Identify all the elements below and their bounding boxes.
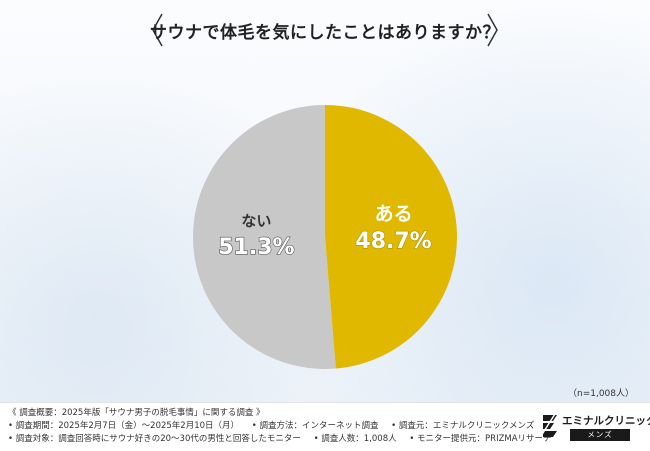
brand-sub: メンズ: [570, 429, 630, 441]
survey-count: • 調査人数：1,008人: [313, 434, 397, 444]
sample-size-label: （n=1,008人）: [567, 389, 634, 399]
survey-notes-line3: • 調査対象：調査回答時にサウナ好きの20～30代の男性と回答したモニター • …: [8, 433, 562, 446]
slice-value-yes: 48.7%: [355, 229, 431, 254]
pie-slice-yes: [325, 105, 458, 369]
survey-provider: • モニター提供元：PRIZMAリサーチ: [409, 434, 552, 444]
footer: 《 調査概要：2025年版「サウナ男子の脱毛事情」に関する調査 》 • 調査期間…: [0, 402, 650, 451]
survey-notes: 《 調査概要：2025年版「サウナ男子の脱毛事情」に関する調査 》 • 調査期間…: [8, 407, 562, 446]
slice-label-no: ない: [241, 212, 271, 230]
brand-logo: エミナルクリニック メンズ: [540, 411, 650, 445]
pie-slice-no: [193, 104, 336, 369]
brand-mark-icon: [540, 413, 557, 437]
title-area: サウナで体毛を気にしたことはありますか？: [150, 12, 500, 48]
right-bracket-icon: [487, 13, 498, 47]
survey-notes-line2: • 調査期間：2025年2月7日（金）～2025年2月10日（月） • 調査方法…: [8, 420, 562, 433]
survey-overview: 《 調査概要：2025年版「サウナ男子の脱毛事情」に関する調査 》: [8, 408, 265, 418]
pie-chart: ある 48.7% ない 51.3%: [193, 104, 458, 369]
left-bracket-icon: [152, 13, 163, 47]
survey-period: • 調査期間：2025年2月7日（金）～2025年2月10日（月）: [8, 421, 240, 431]
brand-name: エミナルクリニック: [562, 415, 650, 427]
survey-method: • 調査方法：インターネット調査: [251, 421, 379, 431]
slice-value-no: 51.3%: [218, 235, 294, 260]
slice-label-yes: ある: [375, 203, 413, 225]
page-title: サウナで体毛を気にしたことはありますか？: [150, 23, 500, 43]
survey-source: • 調査元：エミナルクリニックメンズ: [391, 421, 535, 431]
survey-target: • 調査対象：調査回答時にサウナ好きの20～30代の男性と回答したモニター: [8, 434, 301, 444]
survey-notes-line1: 《 調査概要：2025年版「サウナ男子の脱毛事情」に関する調査 》: [8, 407, 562, 420]
